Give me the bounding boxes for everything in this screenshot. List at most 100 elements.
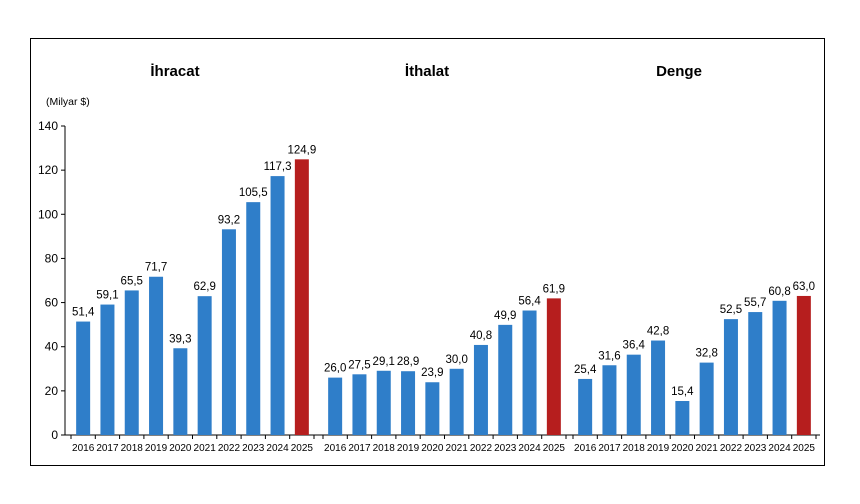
data-label: 65,5 <box>121 275 143 287</box>
x-tick-label: 2021 <box>194 443 217 454</box>
x-tick-label: 2019 <box>647 443 670 454</box>
y-tick-label: 60 <box>45 296 59 310</box>
bar <box>723 319 738 435</box>
x-tick-label: 2021 <box>696 443 719 454</box>
data-label: 31,6 <box>598 350 620 362</box>
data-label: 32,8 <box>695 348 717 360</box>
bar <box>626 354 641 435</box>
bar <box>546 298 561 435</box>
x-tick-label: 2024 <box>266 443 289 454</box>
bar <box>221 229 236 435</box>
x-tick-label: 2018 <box>121 443 144 454</box>
panel-1: İhracat 51,4 2016 59,1 2017 65,5 2018 71,7 2019 3… <box>70 63 316 454</box>
data-label: 28,9 <box>397 356 419 368</box>
data-label: 27,5 <box>348 359 370 371</box>
data-label: 55,7 <box>744 297 766 309</box>
bar <box>425 382 440 435</box>
data-label: 71,7 <box>145 262 167 274</box>
x-tick-label: 2022 <box>218 443 241 454</box>
bar <box>100 304 115 435</box>
x-tick-label: 2017 <box>598 443 621 454</box>
x-tick-label: 2018 <box>623 443 646 454</box>
bar <box>401 371 416 435</box>
data-label: 51,4 <box>72 307 95 319</box>
bar <box>578 378 593 435</box>
y-tick-label: 100 <box>38 207 58 221</box>
y-tick-label: 40 <box>45 340 59 354</box>
bar <box>699 362 714 435</box>
data-label: 56,4 <box>518 296 541 308</box>
data-label: 23,9 <box>421 367 443 379</box>
data-label: 59,1 <box>96 290 118 302</box>
bar <box>651 340 666 435</box>
unit-label: (Milyar $) <box>46 96 90 108</box>
bar <box>675 401 690 435</box>
data-label: 15,4 <box>671 386 694 398</box>
panel-2: İthalat26,0201627,5201729,1201828,920192… <box>322 63 567 454</box>
x-tick-label: 2024 <box>518 443 541 454</box>
x-tick-label: 2021 <box>446 443 469 454</box>
x-tick-label: 2022 <box>470 443 493 454</box>
bar <box>473 344 488 435</box>
data-label: 105,5 <box>239 187 268 199</box>
panel-title: İthalat <box>405 63 449 80</box>
data-label: 42,8 <box>647 326 669 338</box>
data-label: 60,8 <box>768 286 790 298</box>
data-label: 52,5 <box>720 304 742 316</box>
bar <box>602 365 617 435</box>
y-tick-label: 20 <box>45 384 59 398</box>
x-tick-label: 2020 <box>169 443 192 454</box>
x-tick-label: 2025 <box>291 443 314 454</box>
x-tick-label: 2023 <box>494 443 517 454</box>
bar-chart: (Milyar $) 0 20 40 60 80 100 120 140 İhracat 51,… <box>38 63 820 454</box>
x-tick-label: 2020 <box>421 443 444 454</box>
bar <box>796 295 811 435</box>
data-label: 36,4 <box>623 340 646 352</box>
data-label: 30,0 <box>445 354 467 366</box>
bar <box>748 312 763 435</box>
panel-title: İhracat <box>150 63 199 80</box>
data-label: 93,2 <box>218 214 240 226</box>
x-tick-label: 2023 <box>744 443 767 454</box>
bar <box>376 370 391 435</box>
x-tick-label: 2020 <box>671 443 694 454</box>
y-tick-label: 120 <box>38 163 58 177</box>
data-label: 124,9 <box>287 144 316 156</box>
chart-frame: (Milyar $) 0 20 40 60 80 100 120 140 İhracat 51,… <box>30 38 825 466</box>
bar <box>522 310 537 435</box>
x-tick-label: 2025 <box>793 443 816 454</box>
y-tick-label: 140 <box>38 119 58 133</box>
bar <box>246 202 261 435</box>
y-tick-label: 80 <box>45 251 59 265</box>
bar <box>294 159 309 435</box>
panel-title: Denge <box>656 63 702 80</box>
bar <box>328 377 343 435</box>
x-tick-label: 2017 <box>96 443 119 454</box>
bar <box>124 290 139 435</box>
x-tick-label: 2017 <box>348 443 371 454</box>
x-tick-label: 2016 <box>72 443 95 454</box>
data-label: 117,3 <box>264 161 292 173</box>
bar <box>270 176 285 435</box>
data-label: 63,0 <box>793 281 815 293</box>
data-label: 29,1 <box>373 356 395 368</box>
x-tick-label: 2016 <box>324 443 347 454</box>
bar <box>149 276 164 435</box>
data-label: 39,3 <box>169 333 191 345</box>
x-tick-label: 2023 <box>242 443 265 454</box>
data-label: 61,9 <box>543 283 565 295</box>
data-label: 49,9 <box>494 310 516 322</box>
data-label: 40,8 <box>470 330 492 342</box>
bar <box>197 296 212 435</box>
y-tick-label: 0 <box>51 428 58 442</box>
x-tick-label: 2022 <box>720 443 743 454</box>
data-label: 25,4 <box>574 364 597 376</box>
x-tick-label: 2019 <box>145 443 168 454</box>
x-tick-label: 2018 <box>373 443 396 454</box>
bar <box>173 348 188 435</box>
bar <box>498 324 513 435</box>
bar <box>76 321 91 435</box>
panels: İhracat 51,4 2016 59,1 2017 65,5 2018 71,7 2019 3… <box>70 63 817 454</box>
bar <box>449 368 464 435</box>
x-tick-label: 2019 <box>397 443 420 454</box>
